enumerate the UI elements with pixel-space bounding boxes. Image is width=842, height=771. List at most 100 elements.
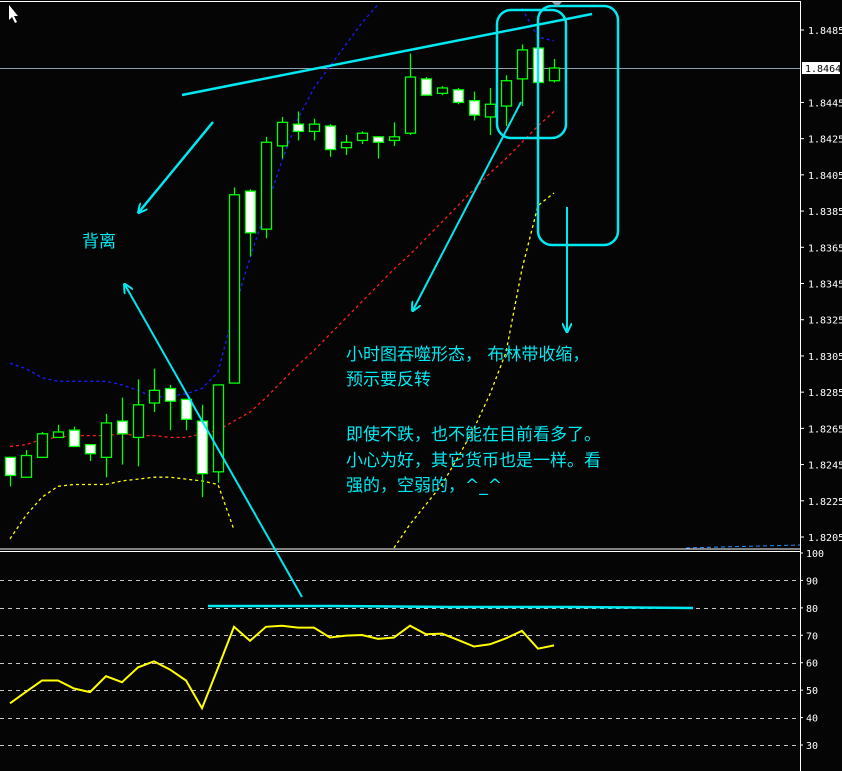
candle-body: [20, 454, 33, 478]
rsi-axis: 100 90 80 70 60 50 40 30: [800, 549, 824, 752]
price-axis: 1.8485 1.8445 1.8425 1.8405 1.8385 1.8365 1.83…: [800, 26, 842, 544]
candle: [100, 413, 113, 478]
bollinger-lower-band: [393, 192, 555, 549]
rsi-tick-label: 40: [806, 714, 818, 725]
candle: [324, 124, 337, 157]
price-tick-label: 1.8265: [808, 424, 842, 435]
divergence-label: 背离: [82, 232, 116, 252]
candle: [500, 75, 513, 126]
candle: [116, 397, 129, 465]
price-tick-label: 1.8485: [808, 26, 842, 37]
candle-body: [228, 194, 241, 384]
price-tick-label: 1.8365: [808, 243, 842, 254]
candle-body: [420, 78, 433, 96]
rsi-trendline[interactable]: [208, 604, 694, 610]
annotations[interactable]: [125, 4, 694, 610]
bollinger-squeeze-box[interactable]: [536, 4, 620, 247]
candle: [68, 426, 81, 448]
engulfing-box[interactable]: [495, 8, 568, 140]
candle: [196, 404, 209, 498]
candle-body: [388, 136, 401, 142]
bollinger-upper-band: [521, 7, 555, 42]
note-line-2: 预示要反转: [346, 370, 431, 390]
candle: [228, 187, 241, 384]
rsi-tick-label: 60: [806, 659, 818, 670]
candle-body: [164, 387, 177, 402]
candle-body: [548, 67, 561, 82]
rsi-tick-label: 80: [806, 604, 818, 615]
bollinger-lower-band: [9, 476, 235, 540]
candle: [36, 431, 49, 458]
candle-body: [148, 389, 161, 404]
candle-body: [356, 132, 369, 142]
candle-body: [68, 429, 81, 448]
candle: [356, 131, 369, 145]
note-line-3: 即使不跌，也不能在目前看多了。: [346, 425, 601, 445]
candle: [52, 424, 65, 439]
candle: [468, 91, 481, 121]
candle: [404, 53, 417, 136]
candle: [276, 116, 289, 159]
candle: [388, 122, 401, 146]
chart-shift-marker-icon[interactable]: [552, 2, 562, 7]
note-line-1: 小时图吞噬形态， 布林带收缩，: [346, 345, 590, 365]
price-tick-label: 1.8325: [808, 316, 842, 327]
price-tick-label: 1.8385: [808, 207, 842, 218]
rsi-tick-label: 90: [806, 576, 818, 587]
candle: [244, 189, 257, 257]
candle-body: [340, 141, 353, 149]
candle: [4, 456, 17, 487]
bollinger-middle-band: [9, 111, 555, 448]
note-line-5: 强的，空弱的，^_^: [346, 476, 502, 496]
candle: [516, 44, 529, 107]
trendline-upper[interactable]: [181, 12, 593, 97]
candle-body: [212, 384, 225, 473]
candle-body: [132, 404, 145, 439]
candle-body: [100, 422, 113, 458]
candle-body: [260, 141, 273, 230]
dashed-level-line: [685, 544, 800, 549]
price-tick-label: 1.8225: [808, 497, 842, 508]
candle-body: [52, 431, 65, 439]
candle: [84, 444, 97, 461]
candle: [548, 58, 561, 83]
candle-body: [404, 76, 417, 134]
candle-body: [452, 89, 465, 104]
price-tick-label: 1.8285: [808, 388, 842, 399]
candle-body: [244, 190, 257, 234]
candle: [372, 136, 385, 159]
price-tick-label: 1.8405: [808, 171, 842, 182]
candle-body: [324, 125, 337, 151]
arrow-divergence-down[interactable]: [139, 121, 214, 212]
candle: [436, 86, 449, 96]
arrow-divergence-up[interactable]: [125, 285, 303, 598]
price-tick-label: 1.8425: [808, 135, 842, 146]
candle-body: [116, 420, 129, 435]
current-price-badge: [802, 62, 840, 75]
candle-body: [372, 136, 385, 143]
price-tick-label: 1.8345: [808, 280, 842, 291]
mouse-pointer-icon: [9, 5, 18, 23]
candle-body: [180, 398, 193, 420]
rsi-tick-label: 30: [806, 741, 818, 752]
rsi-grid: [0, 580, 800, 746]
candle: [308, 118, 321, 141]
price-tick-label: 1.8305: [808, 352, 842, 363]
candle-body: [36, 433, 49, 458]
arrow-engulfing[interactable]: [413, 101, 522, 310]
candle-body: [308, 123, 321, 133]
candles: [4, 44, 561, 498]
rsi-tick-label: 70: [806, 631, 818, 642]
note-line-4: 小心为好，其它货币也是一样。看: [346, 451, 601, 471]
candle: [452, 87, 465, 105]
candle-body: [500, 80, 513, 107]
price-tick-label: 1.8445: [808, 98, 842, 109]
candle: [180, 398, 193, 431]
candle: [132, 379, 145, 467]
candle: [148, 368, 161, 413]
candle: [164, 384, 177, 431]
price-tick-label: 1.8205: [808, 533, 842, 544]
candle-body: [292, 123, 305, 133]
candle: [20, 450, 33, 478]
